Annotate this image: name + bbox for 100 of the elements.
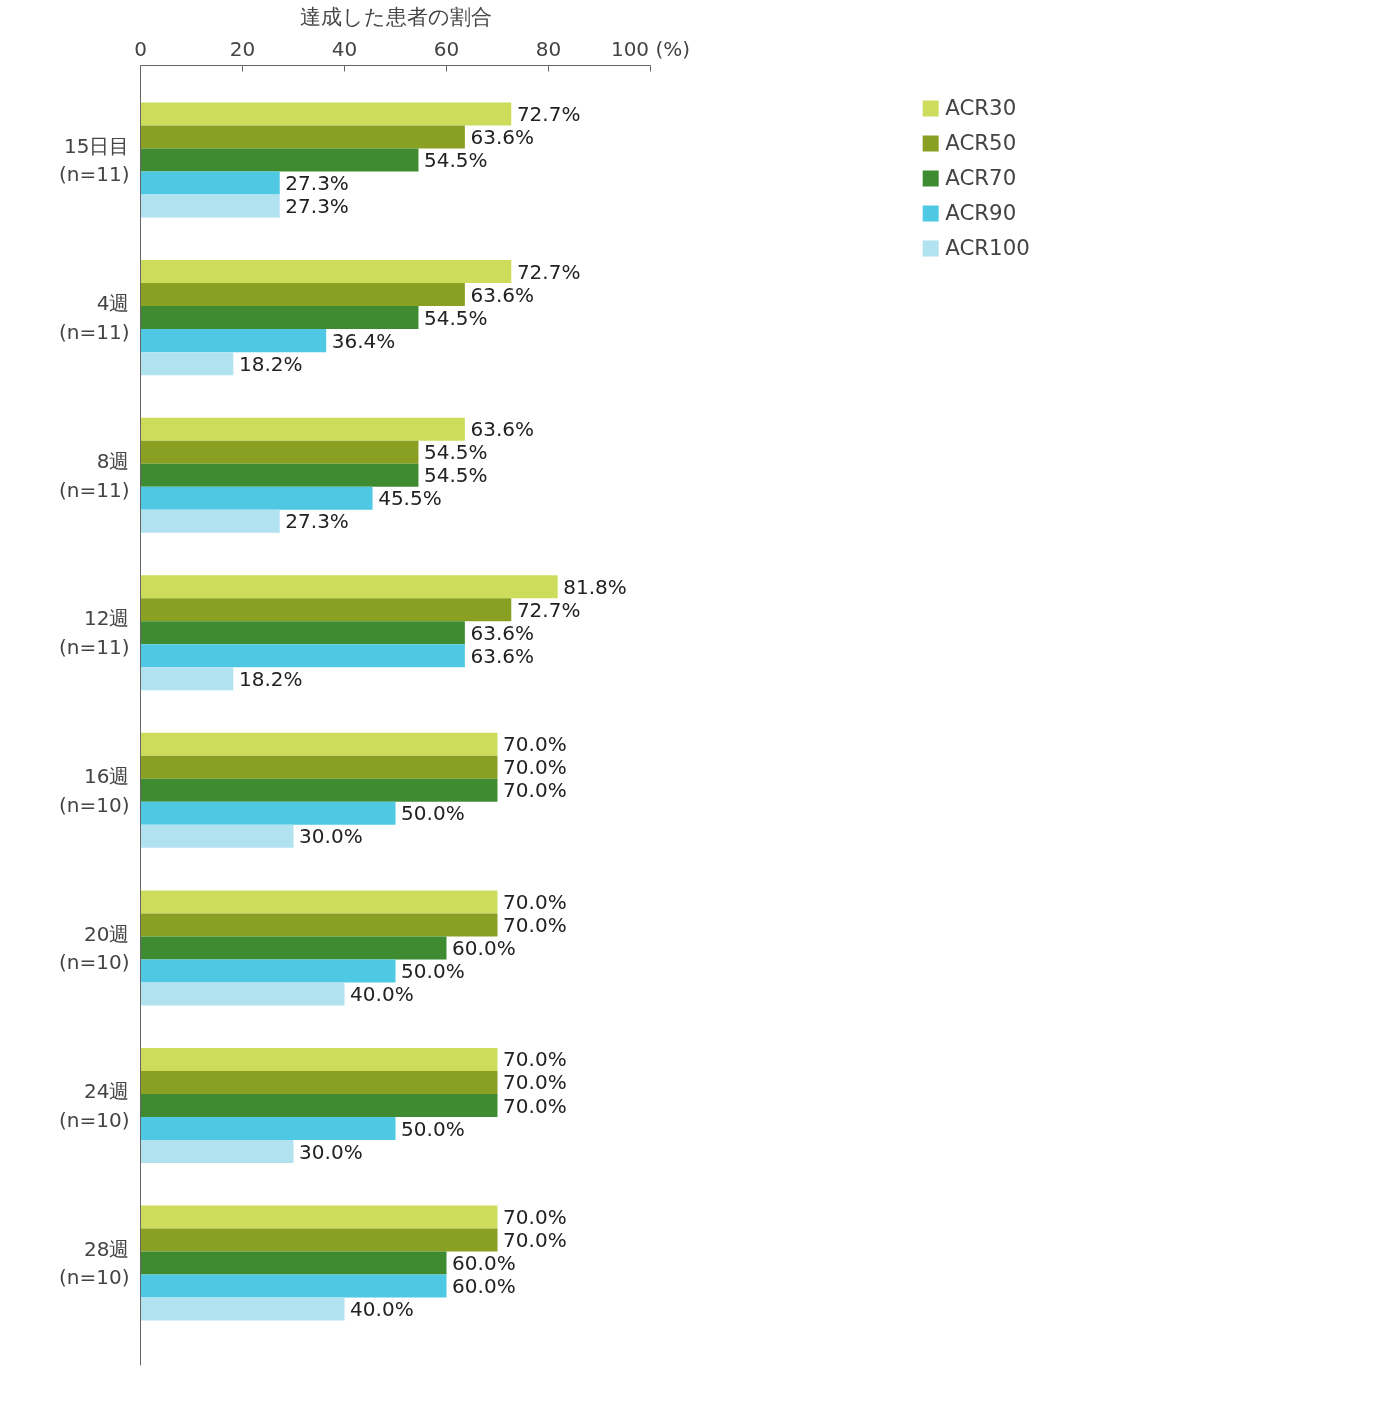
x-axis-title: 達成した患者の割合	[299, 3, 492, 29]
data-label: 18.2%	[238, 351, 303, 376]
legend-label: ACR70	[945, 165, 1017, 190]
data-label: 50.0%	[401, 958, 465, 983]
data-label: 27.3%	[285, 509, 349, 534]
bar	[140, 755, 498, 779]
bar	[140, 440, 419, 464]
x-tick-label: 60	[433, 36, 460, 61]
data-label: 54.5%	[424, 305, 488, 330]
bar	[140, 417, 465, 441]
data-label: 72.7%	[516, 597, 581, 622]
data-label: 18.2%	[238, 666, 303, 691]
data-label: 54.5%	[424, 148, 488, 173]
data-label: 45.5%	[378, 486, 442, 511]
bar	[140, 1205, 498, 1229]
bar	[140, 667, 234, 691]
y-tick-label: 16週 (n=10)	[59, 763, 130, 817]
bar	[140, 1117, 396, 1141]
data-label: 50.0%	[401, 1116, 465, 1141]
data-label: 60.0%	[452, 1251, 516, 1276]
bar	[140, 329, 327, 353]
bar	[140, 936, 447, 960]
bar	[140, 890, 498, 914]
y-tick-label: 12週 (n=11)	[59, 606, 130, 660]
x-tick-label: 100 (%)	[610, 36, 691, 61]
data-label: 70.0%	[503, 1228, 567, 1253]
y-tick-label: 24週 (n=10)	[59, 1079, 130, 1132]
data-label: 70.0%	[503, 1070, 567, 1095]
bar	[140, 913, 498, 937]
data-label: 72.7%	[516, 102, 581, 127]
data-label: 40.0%	[350, 1297, 414, 1322]
data-label: 63.6%	[470, 620, 535, 645]
data-label: 70.0%	[503, 889, 567, 914]
data-label: 72.7%	[516, 259, 581, 284]
bar	[140, 171, 280, 195]
bar	[140, 148, 419, 172]
bar	[140, 1094, 498, 1117]
bar	[140, 1251, 447, 1275]
y-tick-label: 15日目 (n=11)	[59, 133, 130, 187]
bar	[140, 732, 498, 756]
bar	[140, 1228, 498, 1252]
data-label: 50.0%	[401, 801, 465, 826]
bar	[140, 801, 396, 825]
data-label: 30.0%	[299, 1139, 363, 1164]
data-label: 27.3%	[285, 194, 349, 219]
data-label: 70.0%	[503, 732, 567, 757]
data-label: 70.0%	[503, 778, 567, 803]
data-label: 70.0%	[503, 755, 567, 780]
bar	[140, 306, 419, 330]
bar	[140, 1274, 447, 1298]
bar	[140, 509, 280, 533]
data-label: 40.0%	[350, 981, 414, 1006]
data-label: 63.6%	[470, 643, 535, 668]
data-label: 60.0%	[452, 1274, 516, 1299]
data-label: 63.6%	[470, 417, 535, 442]
bar	[140, 1140, 294, 1164]
data-label: 70.0%	[503, 912, 567, 937]
data-label: 54.5%	[424, 440, 488, 465]
data-label: 54.5%	[424, 463, 488, 488]
y-tick-label: 4週 (n=11)	[59, 291, 130, 345]
bar	[140, 1047, 498, 1071]
x-tick-label: 40	[331, 36, 358, 61]
data-label: 70.0%	[503, 1093, 567, 1118]
bar	[140, 352, 234, 376]
data-label: 70.0%	[503, 1205, 567, 1230]
data-label: 36.4%	[331, 328, 396, 353]
data-label: 60.0%	[452, 935, 516, 960]
bar	[140, 959, 396, 983]
bar	[140, 621, 465, 645]
data-label: 70.0%	[503, 1047, 567, 1072]
data-label: 63.6%	[470, 125, 535, 150]
data-label: 81.8%	[563, 574, 627, 599]
bar	[140, 486, 373, 510]
legend-label: ACR100	[945, 235, 1030, 260]
data-label: 30.0%	[299, 824, 363, 849]
bar	[140, 260, 512, 284]
legend-label: ACR90	[945, 200, 1017, 225]
bar	[140, 824, 294, 848]
y-tick-label: 20週 (n=10)	[59, 921, 130, 975]
data-label: 27.3%	[285, 171, 349, 196]
bar	[140, 982, 345, 1006]
bar	[140, 644, 465, 668]
bar	[140, 194, 280, 218]
bar	[140, 102, 512, 126]
y-tick-label: 28週 (n=10)	[59, 1236, 130, 1290]
bar	[140, 575, 558, 599]
bar	[140, 283, 465, 307]
bar	[140, 125, 465, 149]
bar	[140, 1070, 498, 1094]
bar	[140, 778, 498, 802]
bar	[140, 598, 512, 622]
y-tick-label: 8週 (n=11)	[59, 448, 130, 502]
bar	[140, 463, 419, 487]
data-label: 63.6%	[470, 282, 535, 307]
x-tick-label: 80	[535, 36, 562, 61]
legend-label: ACR30	[945, 95, 1017, 120]
bar	[140, 1297, 345, 1321]
legend-label: ACR50	[945, 130, 1017, 155]
x-tick-label: 0	[134, 36, 147, 61]
x-tick-label: 20	[229, 36, 256, 61]
